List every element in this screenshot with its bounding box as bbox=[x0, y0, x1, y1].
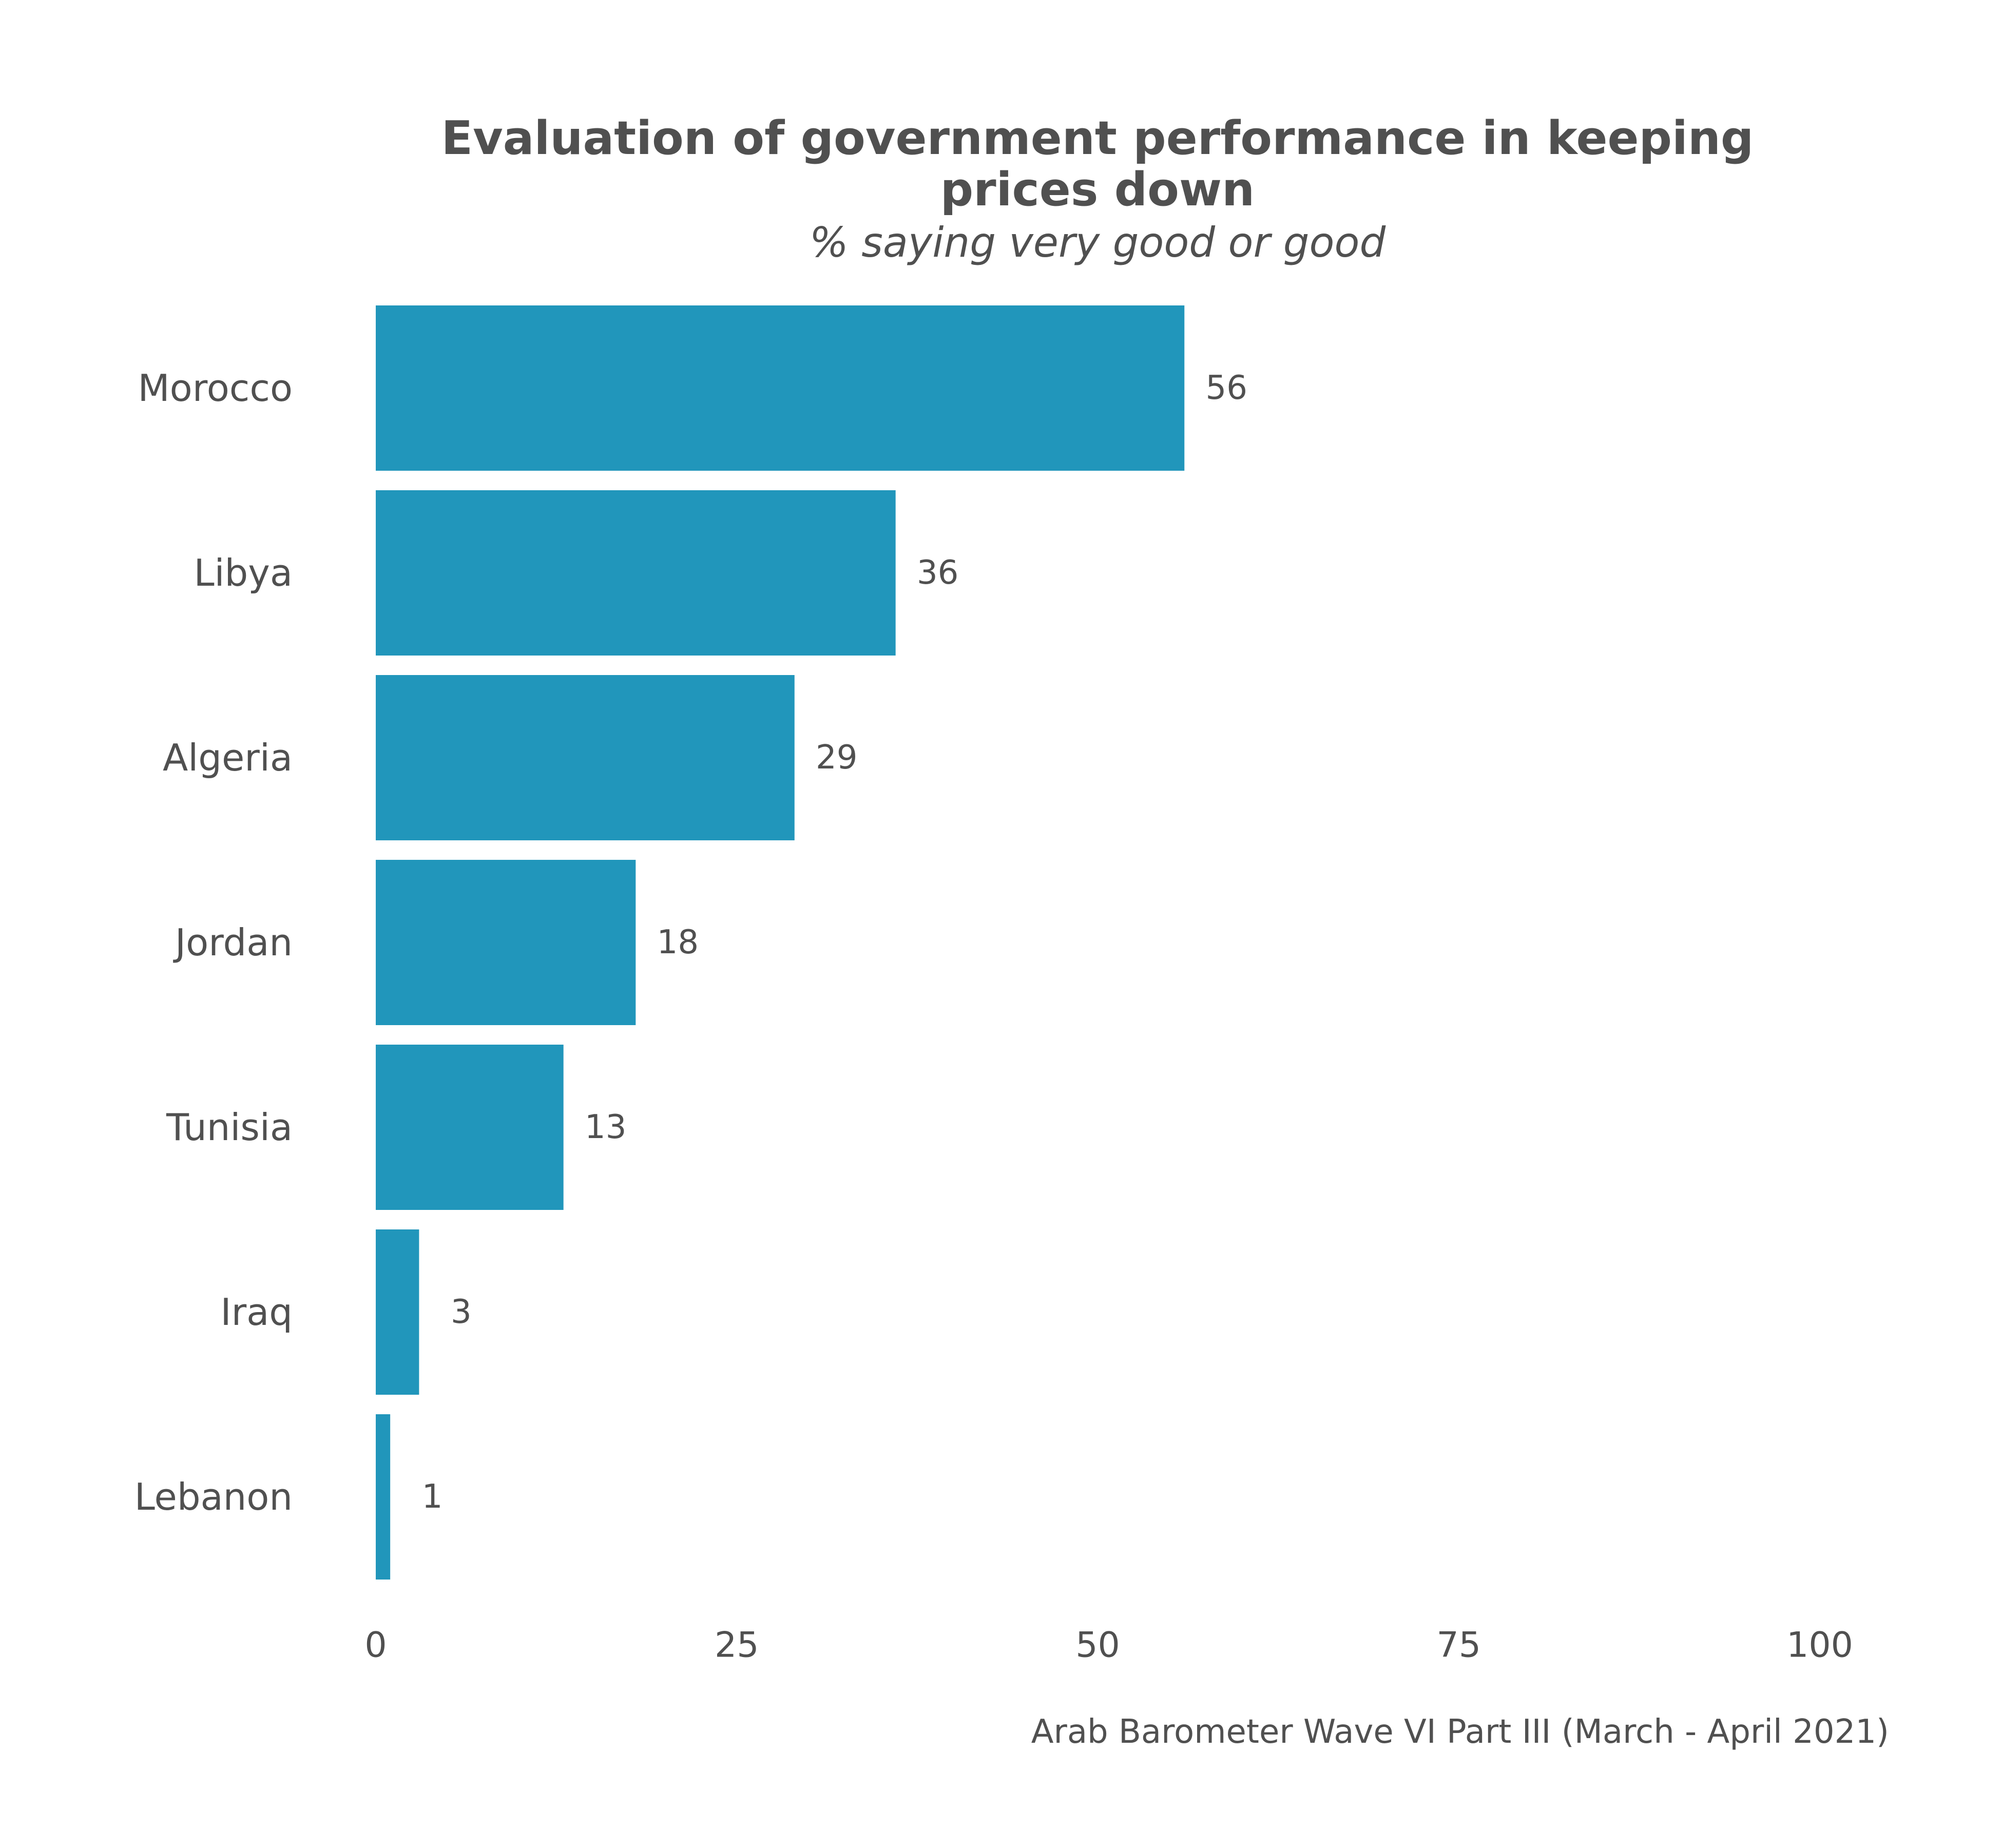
chart-caption: Arab Barometer Wave VI Part III (March -… bbox=[1031, 1713, 1889, 1751]
value-label-lebanon: 1 bbox=[422, 1478, 443, 1516]
chart-title-line-1: Evaluation of government performance in … bbox=[441, 111, 1754, 165]
chart-header: Evaluation of government performance in … bbox=[441, 111, 1754, 266]
value-label-algeria: 29 bbox=[816, 739, 857, 777]
category-label-jordan: Jordan bbox=[173, 921, 293, 964]
value-labels-group: 56 36 29 18 13 3 1 bbox=[422, 369, 1247, 1516]
category-label-morocco: Morocco bbox=[138, 367, 293, 410]
value-label-libya: 36 bbox=[917, 554, 958, 592]
value-label-morocco: 56 bbox=[1206, 369, 1247, 407]
chart-title-line-2: prices down bbox=[940, 163, 1255, 217]
x-tick-label-75: 75 bbox=[1436, 1625, 1481, 1666]
bar-lebanon bbox=[376, 1414, 391, 1580]
bar-algeria bbox=[376, 675, 795, 840]
bar-morocco bbox=[376, 305, 1185, 471]
chart-subtitle: % saying very good or good bbox=[810, 219, 1387, 266]
bar-tunisia bbox=[376, 1045, 564, 1210]
category-labels-group: Morocco Libya Algeria Jordan Tunisia Iraq Leba… bbox=[134, 367, 293, 1518]
category-label-iraq: Iraq bbox=[220, 1291, 293, 1334]
x-tick-label-50: 50 bbox=[1075, 1625, 1120, 1666]
value-label-iraq: 3 bbox=[451, 1293, 472, 1331]
category-label-algeria: Algeria bbox=[163, 736, 293, 779]
bar-libya bbox=[376, 490, 896, 656]
category-label-lebanon: Lebanon bbox=[134, 1475, 293, 1518]
bar-jordan bbox=[376, 860, 636, 1025]
x-tick-label-0: 0 bbox=[364, 1625, 387, 1666]
value-label-jordan: 18 bbox=[657, 923, 699, 961]
category-label-libya: Libya bbox=[194, 551, 293, 594]
x-tick-label-100: 100 bbox=[1786, 1625, 1853, 1666]
value-label-tunisia: 13 bbox=[585, 1108, 626, 1146]
bar-iraq bbox=[376, 1229, 419, 1395]
category-label-tunisia: Tunisia bbox=[166, 1106, 293, 1149]
bars-group bbox=[376, 305, 1185, 1580]
x-tick-label-25: 25 bbox=[715, 1625, 759, 1666]
x-axis-ticks-group: 0 25 50 75 100 bbox=[364, 1625, 1853, 1666]
